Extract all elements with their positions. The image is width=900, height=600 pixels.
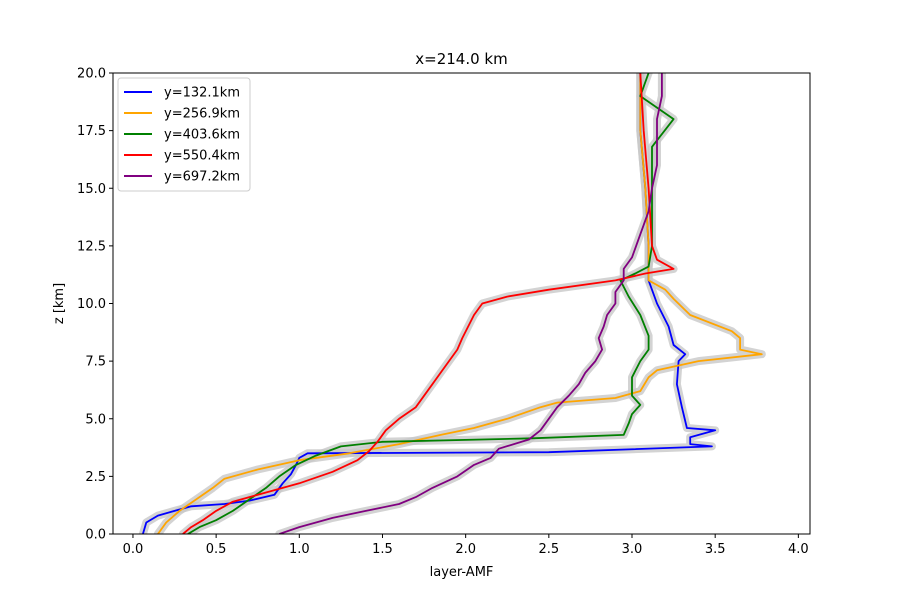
y-tick-label: 5.0 <box>85 412 106 427</box>
x-tick-label: 2.5 <box>538 542 559 557</box>
x-tick-label: 0.5 <box>206 542 227 557</box>
y-tick-label: 10.0 <box>77 297 106 312</box>
y-axis: 0.0 2.5 5.0 7.5 10.0 12.5 15.0 17.5 20.0 <box>77 67 113 543</box>
x-tick-label: 1.5 <box>372 542 393 557</box>
x-tick-label: 1.0 <box>289 542 310 557</box>
legend: y=132.1km y=256.9km y=403.6km y=550.4km y=69… <box>117 77 251 192</box>
legend-label: y=697.2km <box>164 170 240 185</box>
series-line-3 <box>187 73 675 534</box>
series-lines <box>142 73 763 534</box>
legend-label: y=403.6km <box>164 128 240 143</box>
series-line-2 <box>157 73 763 534</box>
uncertainty-band-5 <box>275 73 666 534</box>
legend-label: y=132.1km <box>164 86 240 101</box>
x-tick-label: 4.0 <box>788 542 809 557</box>
y-tick-label: 7.5 <box>85 355 106 370</box>
x-tick-label: 3.0 <box>622 542 643 557</box>
y-tick-label: 15.0 <box>77 182 106 197</box>
x-tick-label: 2.0 <box>455 542 476 557</box>
y-tick-label: 12.5 <box>77 239 106 254</box>
series-line-5 <box>279 73 663 534</box>
y-tick-label: 20.0 <box>77 67 106 82</box>
series-line-4 <box>182 73 675 534</box>
legend-label: y=256.9km <box>164 107 240 122</box>
y-tick-label: 17.5 <box>77 124 106 139</box>
y-axis-label: z [km] <box>52 283 67 324</box>
legend-label: y=550.4km <box>164 149 240 164</box>
legend-box <box>117 77 251 192</box>
series-line-1 <box>142 73 717 534</box>
y-tick-label: 0.0 <box>85 528 106 543</box>
y-tick-label: 2.5 <box>85 470 106 485</box>
x-tick-label: 0.0 <box>123 542 144 557</box>
chart-title: x=214.0 km <box>415 50 507 68</box>
x-axis-label: layer-AMF <box>430 565 494 580</box>
x-axis: 0.0 0.5 1.0 1.5 2.0 2.5 3.0 3.5 4.0 <box>123 534 809 557</box>
x-tick-label: 3.5 <box>705 542 726 557</box>
uncertainty-band-4 <box>178 73 678 534</box>
